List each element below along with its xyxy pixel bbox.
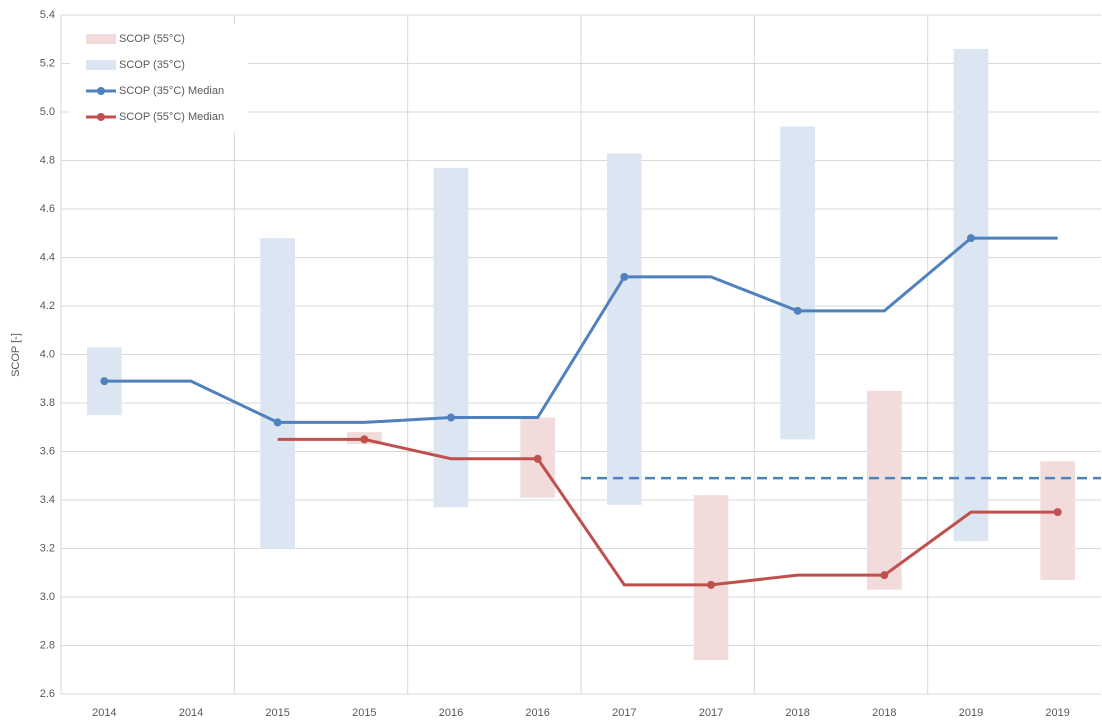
x-tick-label: 2016 [439, 707, 463, 719]
range-bar [433, 167, 469, 508]
legend-label: SCOP (55°C) [119, 33, 185, 45]
range-bar [867, 390, 902, 590]
x-tick-label: 2019 [959, 707, 983, 719]
legend: SCOP (55°C) SCOP (35°C) SCOP (35°C) Median… [70, 24, 248, 132]
legend-label: SCOP (55°C) Median [119, 111, 224, 123]
median-marker [620, 272, 629, 281]
y-tick-label: 4.0 [40, 348, 55, 360]
range-bar [780, 126, 815, 440]
median-marker [707, 580, 715, 589]
median-marker [880, 571, 889, 580]
x-tick-label: 2018 [785, 707, 809, 719]
median-marker [447, 413, 455, 422]
median-marker [1053, 508, 1062, 517]
x-tick-label: 2017 [612, 707, 636, 719]
y-tick-label: 3.0 [40, 591, 55, 603]
legend-label: SCOP (35°C) Median [119, 85, 224, 97]
y-tick-label: 3.6 [40, 445, 55, 457]
range-bar [260, 238, 295, 549]
median-marker [273, 418, 282, 427]
x-tick-label: 2015 [265, 707, 289, 719]
y-tick-label: 4.8 [40, 154, 55, 166]
x-tick-label: 2016 [525, 707, 549, 719]
range-bar [1040, 461, 1075, 581]
legend-marker [97, 87, 105, 95]
y-tick-label: 3.4 [40, 494, 55, 506]
legend-label: SCOP (35°C) [119, 59, 185, 71]
median-marker [967, 234, 975, 243]
y-tick-label: 3.8 [40, 397, 55, 409]
range-bar [607, 153, 642, 505]
x-tick-label: 2015 [352, 707, 376, 719]
median-marker [100, 377, 109, 386]
range-bar [693, 495, 729, 661]
y-tick-label: 5.0 [40, 106, 55, 118]
median-line [277, 437, 1058, 587]
x-tick-label: 2014 [179, 707, 203, 719]
median-line [104, 236, 1058, 424]
x-tick-label: 2014 [92, 707, 116, 719]
y-tick-label: 4.2 [40, 300, 55, 312]
legend-swatch [86, 60, 116, 70]
median-marker [360, 435, 369, 444]
y-tick-label: 3.2 [40, 542, 55, 554]
y-tick-label: 2.8 [40, 639, 55, 651]
median-marker [533, 454, 542, 463]
y-tick-label: 4.4 [40, 251, 55, 263]
legend-marker [97, 113, 105, 121]
y-tick-label: 5.4 [40, 9, 55, 21]
legend-swatch [86, 34, 116, 44]
median-marker [793, 306, 802, 315]
y-tick-label: 4.6 [40, 203, 55, 215]
range-bar [953, 48, 989, 542]
y-axis-label: SCOP [-] [10, 333, 22, 377]
x-tick-label: 2017 [699, 707, 723, 719]
x-tick-label: 2019 [1045, 707, 1069, 719]
y-tick-label: 5.2 [40, 57, 55, 69]
y-tick-label: 2.6 [40, 688, 55, 700]
x-tick-label: 2018 [872, 707, 896, 719]
